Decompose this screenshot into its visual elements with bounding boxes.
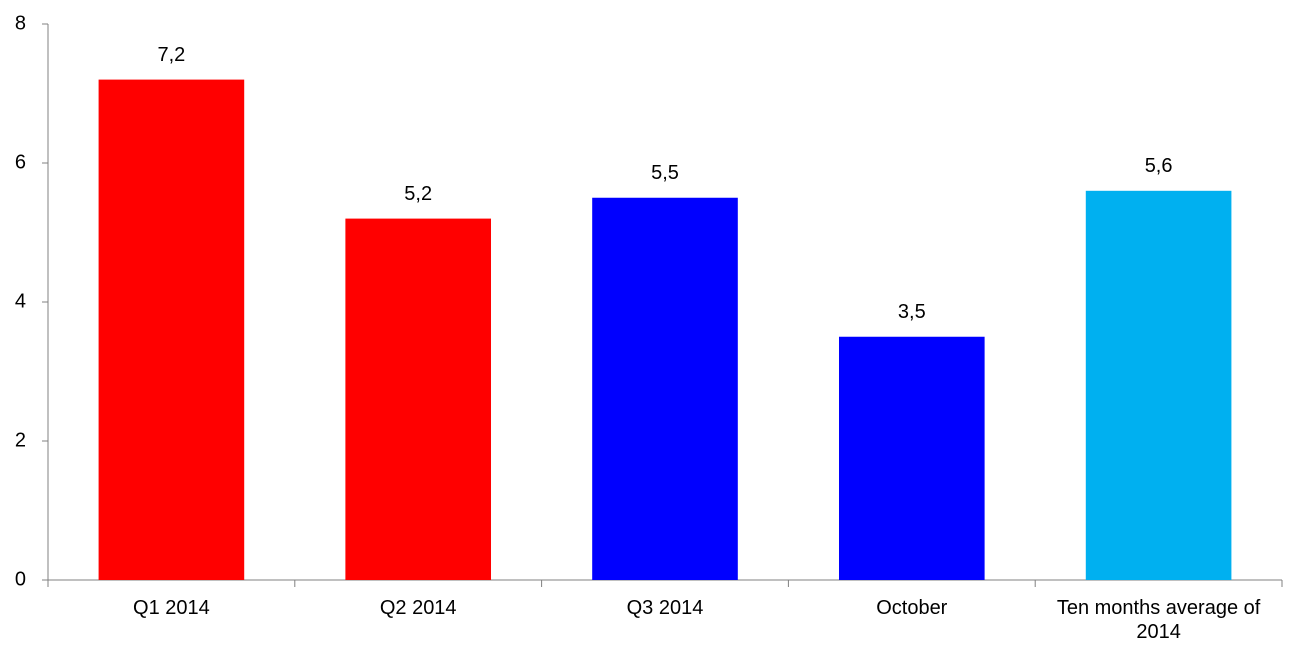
y-tick-label: 2 bbox=[15, 429, 26, 451]
bar bbox=[1085, 190, 1232, 581]
x-tick-label: Q3 2014 bbox=[626, 597, 704, 619]
x-tick-label: Q2 2014 bbox=[379, 597, 457, 619]
value-label: 5,6 bbox=[1145, 155, 1173, 177]
y-tick-label: 4 bbox=[15, 290, 26, 312]
bar bbox=[838, 336, 985, 580]
y-tick-label: 8 bbox=[15, 12, 26, 34]
value-label: 3,5 bbox=[898, 301, 926, 323]
bar bbox=[345, 218, 492, 580]
x-tick-label: Q1 2014 bbox=[133, 597, 210, 619]
x-tick-label: October bbox=[876, 597, 948, 619]
value-label: 5,2 bbox=[404, 183, 432, 205]
bar bbox=[98, 79, 245, 580]
value-label: 5,5 bbox=[651, 162, 679, 184]
y-tick-label: 0 bbox=[15, 568, 26, 590]
y-tick-label: 6 bbox=[15, 151, 26, 173]
x-tick-label: Ten months average of 2014 bbox=[1056, 597, 1261, 643]
value-label: 7,2 bbox=[157, 44, 185, 66]
bar bbox=[592, 197, 738, 580]
